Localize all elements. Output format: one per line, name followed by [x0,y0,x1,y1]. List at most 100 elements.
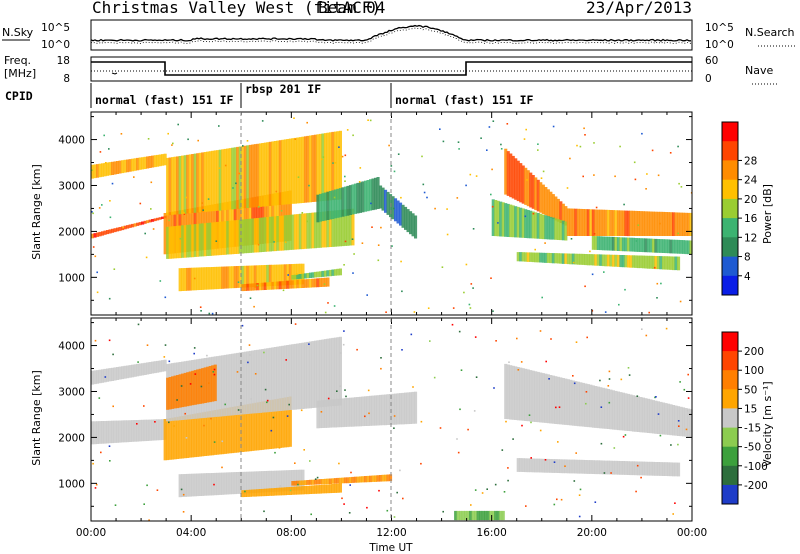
band-8-cell [406,392,410,425]
speck [586,336,588,339]
band-8-cell [318,193,322,222]
y-tick-label: 4000 [58,135,85,147]
band-11-cell [471,510,475,521]
band-8-cell [399,393,403,425]
band-10-cell [581,459,585,474]
band-3-cell [273,141,277,206]
band-1-cell [156,154,160,167]
band-1-cell [141,157,145,170]
band-13-cell [656,256,660,270]
speck [168,360,171,363]
band-4-cell [311,212,315,249]
band-1-cell [148,156,152,168]
speck [92,246,95,248]
band-10-cell [541,458,545,473]
speck [555,406,557,409]
band-2-cell [228,407,232,454]
band-2-cell [286,397,290,448]
speck [361,242,364,244]
noise-tick-left-high: 10^5 [41,22,70,34]
band-7-cell [328,478,332,484]
date-title: 23/Apr/2013 [586,0,692,17]
speck [400,196,402,199]
speck [154,421,156,423]
nave-dip [111,72,118,75]
speck [397,153,400,155]
band-12-cell [589,209,593,236]
band-5-cell [223,266,227,289]
speck [146,344,149,346]
band-12-cell [639,211,643,236]
band-9-cell [604,388,608,429]
colorbar-tick-label: 15 [744,403,757,415]
band-8-cell [353,397,357,427]
band-2-cell [168,418,172,460]
band-1-cell [113,367,117,381]
band-5-cell [278,264,282,286]
band-4-cell [178,374,182,408]
band-5-cell [226,266,230,289]
band-3-cell [258,143,262,207]
band-8-cell [366,180,370,212]
band-4-cell [291,214,295,250]
band-0-cell [148,219,152,223]
speck [641,132,643,135]
band-4-cell [208,222,212,256]
band-11-cell [454,510,458,521]
band-14-cell [684,240,688,255]
band-7-cell [369,475,373,483]
band-9-cell [614,390,618,430]
band-1-cell [126,365,130,379]
band-0-cell [91,233,95,239]
speck [200,310,202,312]
speck [254,373,257,375]
band-6-cell [258,489,262,497]
band-13-cell [596,254,600,266]
band-0-cell [156,217,160,221]
band-1-cell [103,368,107,383]
band-4-cell [248,218,252,253]
speck [619,145,621,148]
speck [264,388,267,391]
band-12-cell [609,210,613,236]
band-3-cell [233,353,237,416]
band-4-cell [201,368,205,404]
speck [556,498,558,501]
band-10-cell [641,461,645,476]
speck [537,143,539,145]
band-4-cell [281,215,285,251]
band-4-cell [188,371,192,406]
band-1-cell [96,370,100,384]
band-9-cell [524,368,528,421]
band-3-cell [336,131,340,200]
band-3-cell [263,142,267,207]
colorbar-tick-label: 100 [744,365,764,377]
band-5-cell [246,265,250,288]
band-10-cell [604,460,608,475]
band-12-cell [636,211,640,236]
speck [603,472,606,474]
speck [492,120,495,122]
band-11-cell [499,510,503,521]
band-0-cell [141,419,145,442]
band-3-cell [268,347,272,412]
speck [413,311,416,313]
colorbar-tick-label: -50 [744,442,761,454]
speck [274,451,276,454]
band-7-cell [376,475,380,482]
band-5-cell [216,472,220,496]
speck [297,483,299,486]
band-9-cell [687,408,691,437]
speck [524,215,527,218]
station-title: Christmas Valley West (fitACF) [92,0,381,17]
band-4-cell [303,213,307,249]
band-6-cell [311,485,315,494]
speck [263,351,265,354]
speck [465,184,467,187]
band-7-cell [296,480,300,486]
speck [342,343,345,346]
band-1-cell [136,157,140,171]
band-10-cell [534,458,538,473]
speck [475,175,478,177]
y-tick-label: 1000 [58,478,85,490]
